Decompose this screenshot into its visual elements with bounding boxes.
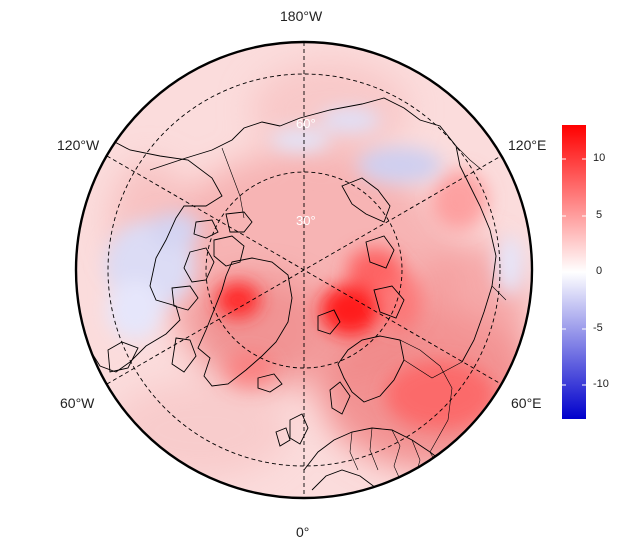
lat-label-30: 30°: [296, 213, 316, 228]
greenland-coast: [197, 257, 293, 387]
lon-label-120w: 120°W: [57, 137, 100, 153]
lon-label-180w: 180°W: [280, 8, 323, 24]
coastlines: [89, 97, 497, 497]
eurasia-coast: [279, 97, 497, 363]
colorbar-tick-label: 10: [593, 152, 606, 164]
graticule: [106, 42, 502, 498]
colorbar-tick-label: 0: [596, 265, 603, 277]
lon-label-60e: 60°E: [511, 395, 542, 411]
map-boundary: [74, 40, 534, 500]
lon-label-120e: 120°E: [508, 137, 547, 153]
anomaly-field: [76, 42, 532, 498]
lon-label-0: 0°: [296, 524, 310, 540]
colorbar-tick-label: -10: [593, 378, 609, 390]
north-america-coast: [89, 129, 223, 373]
lat-label-60: 60°: [296, 116, 316, 131]
colorbar-tick-label: -5: [593, 322, 603, 334]
colorbar-ticks: [562, 158, 586, 386]
lon-label-60w: 60°W: [60, 395, 95, 411]
scandinavia-coast: [337, 335, 405, 403]
colorbar: [562, 125, 586, 419]
colorbar-tick-label: 5: [596, 209, 603, 221]
